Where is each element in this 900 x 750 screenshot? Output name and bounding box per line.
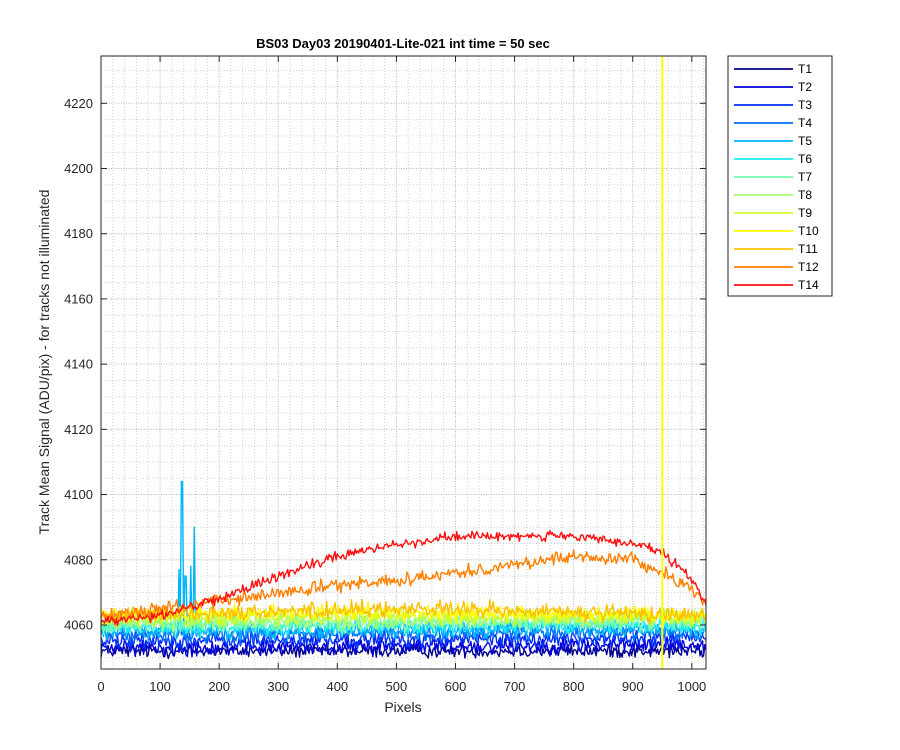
tick-marks xyxy=(100,56,706,669)
x-tick-label: 600 xyxy=(445,679,467,694)
series-line-t14 xyxy=(101,529,706,627)
x-tick-label: 300 xyxy=(267,679,289,694)
legend-label-t4: T4 xyxy=(798,116,812,130)
y-tick-label: 4060 xyxy=(64,617,93,632)
x-tick-label: 900 xyxy=(622,679,644,694)
legend-label-t14: T14 xyxy=(798,278,819,292)
plot-frame xyxy=(100,55,707,670)
y-tick-label: 4100 xyxy=(64,487,93,502)
x-tick-label: 800 xyxy=(563,679,585,694)
legend: T1 T2 T3 T4 T5 T6 T7 T8 T9 T10 T11 T12 T14 xyxy=(727,55,833,297)
legend-label-t2: T2 xyxy=(798,80,812,94)
x-tick-label: 700 xyxy=(504,679,526,694)
chart-title: BS03 Day03 20190401-Lite-021 int time = … xyxy=(256,36,550,51)
legend-label-t8: T8 xyxy=(798,188,812,202)
x-tick-label: 200 xyxy=(208,679,230,694)
y-axis-label: Track Mean Signal (ADU/pix) - for tracks… xyxy=(36,190,52,535)
series-line-t10 xyxy=(101,600,706,627)
series-line-t4 xyxy=(101,621,706,646)
legend-box xyxy=(727,55,833,297)
y-tick-labels: 4060 4080 4100 4120 4140 4160 4180 4200 4220 xyxy=(64,96,93,633)
x-axis-label: Pixels xyxy=(384,699,421,715)
legend-label-t12: T12 xyxy=(798,260,819,274)
x-tick-label: 400 xyxy=(326,679,348,694)
plot-area xyxy=(101,56,706,669)
legend-label-t10: T10 xyxy=(798,224,819,238)
x-tick-label: 0 xyxy=(97,679,104,694)
series-line-t3 xyxy=(101,627,706,653)
legend-label-t3: T3 xyxy=(798,98,812,112)
legend-label-t9: T9 xyxy=(798,206,812,220)
y-tick-label: 4140 xyxy=(64,357,93,372)
y-tick-label: 4080 xyxy=(64,552,93,567)
x-tick-label: 500 xyxy=(386,679,408,694)
y-tick-label: 4120 xyxy=(64,422,93,437)
legend-label-t11: T11 xyxy=(798,242,818,256)
y-tick-label: 4200 xyxy=(64,161,93,176)
y-tick-label: 4220 xyxy=(64,96,93,111)
series-line-t11 xyxy=(101,598,706,627)
x-tick-label: 1000 xyxy=(677,679,706,694)
legend-label-t5: T5 xyxy=(798,134,812,148)
y-tick-label: 4160 xyxy=(64,291,93,306)
series-layer xyxy=(101,56,706,669)
y-tick-label: 4180 xyxy=(64,226,93,241)
x-tick-label: 100 xyxy=(149,679,171,694)
x-tick-labels: 0 100 200 300 400 500 600 700 800 900 1000 xyxy=(97,679,706,694)
legend-label-t6: T6 xyxy=(798,152,812,166)
legend-label-t1: T1 xyxy=(798,62,812,76)
legend-label-t7: T7 xyxy=(798,170,812,184)
